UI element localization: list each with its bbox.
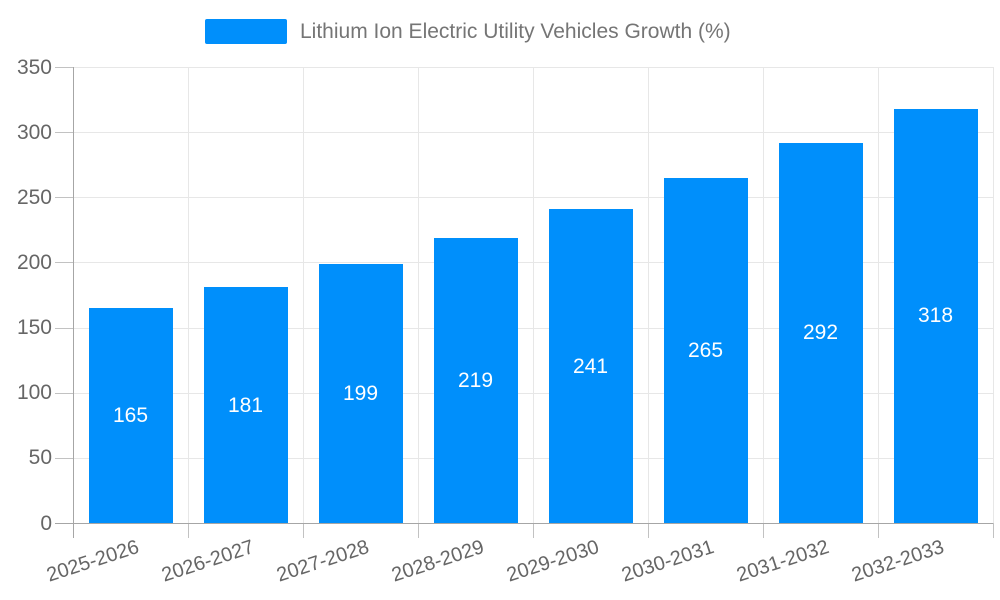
x-axis-tick <box>763 523 764 538</box>
y-axis-tick <box>55 327 73 329</box>
x-tick-label: 2032-2033 <box>848 536 947 587</box>
bar-value-label: 241 <box>572 354 609 378</box>
bar[interactable] <box>548 209 633 523</box>
v-gridline <box>993 67 994 523</box>
y-axis-line <box>73 67 74 538</box>
x-axis-tick <box>303 523 304 538</box>
x-tick-label: 2030-2031 <box>618 536 717 587</box>
bar-value-label: 219 <box>457 368 494 392</box>
bar-value-label: 199 <box>342 381 379 405</box>
v-gridline <box>648 67 649 523</box>
v-gridline <box>533 67 534 523</box>
legend-swatch-icon[interactable] <box>205 19 287 44</box>
bar[interactable] <box>778 142 863 523</box>
bar[interactable] <box>893 108 978 523</box>
v-gridline <box>303 67 304 523</box>
x-tick-label: 2028-2029 <box>388 536 487 587</box>
y-axis-tick <box>55 457 73 459</box>
bar-value-label: 292 <box>802 321 839 345</box>
v-gridline <box>188 67 189 523</box>
x-axis-line <box>55 523 993 524</box>
y-tick-label: 250 <box>16 185 52 209</box>
y-tick-label: 0 <box>40 511 52 535</box>
x-axis-tick <box>648 523 649 538</box>
v-gridline <box>763 67 764 523</box>
y-tick-label: 100 <box>16 381 52 405</box>
x-tick-label: 2026-2027 <box>158 536 257 587</box>
bar-value-label: 265 <box>687 338 724 362</box>
bar-value-label: 165 <box>112 404 149 427</box>
x-tick-label: 2029-2030 <box>503 536 602 587</box>
x-tick-label: 2025-2026 <box>43 536 142 587</box>
chart-legend: Lithium Ion Electric Utility Vehicles Gr… <box>0 0 1000 56</box>
y-tick-label: 150 <box>16 316 52 340</box>
legend-label[interactable]: Lithium Ion Electric Utility Vehicles Gr… <box>300 20 731 43</box>
y-axis-tick <box>55 197 73 199</box>
x-tick-label: 2031-2032 <box>733 536 832 587</box>
bar[interactable] <box>433 237 518 523</box>
x-tick-label: 2027-2028 <box>273 536 372 587</box>
y-tick-label: 350 <box>16 55 52 79</box>
bar-value-label: 181 <box>227 393 264 417</box>
bar[interactable] <box>88 308 173 523</box>
x-axis-tick <box>188 523 189 538</box>
y-tick-label: 50 <box>28 446 52 470</box>
bar[interactable] <box>203 287 288 523</box>
v-gridline <box>878 67 879 523</box>
y-tick-label: 200 <box>16 250 52 274</box>
x-axis-tick <box>533 523 534 538</box>
y-axis-tick <box>55 262 73 264</box>
y-axis-tick <box>55 132 73 134</box>
y-tick-label: 300 <box>16 120 52 144</box>
x-axis-tick <box>993 523 994 538</box>
x-axis-tick <box>878 523 879 538</box>
x-axis-tick <box>418 523 419 538</box>
y-axis-tick <box>55 392 73 394</box>
y-axis-tick <box>55 67 73 68</box>
bar[interactable] <box>663 177 748 523</box>
v-gridline <box>418 67 419 523</box>
bar[interactable] <box>318 263 403 523</box>
bar-value-label: 318 <box>917 304 954 328</box>
